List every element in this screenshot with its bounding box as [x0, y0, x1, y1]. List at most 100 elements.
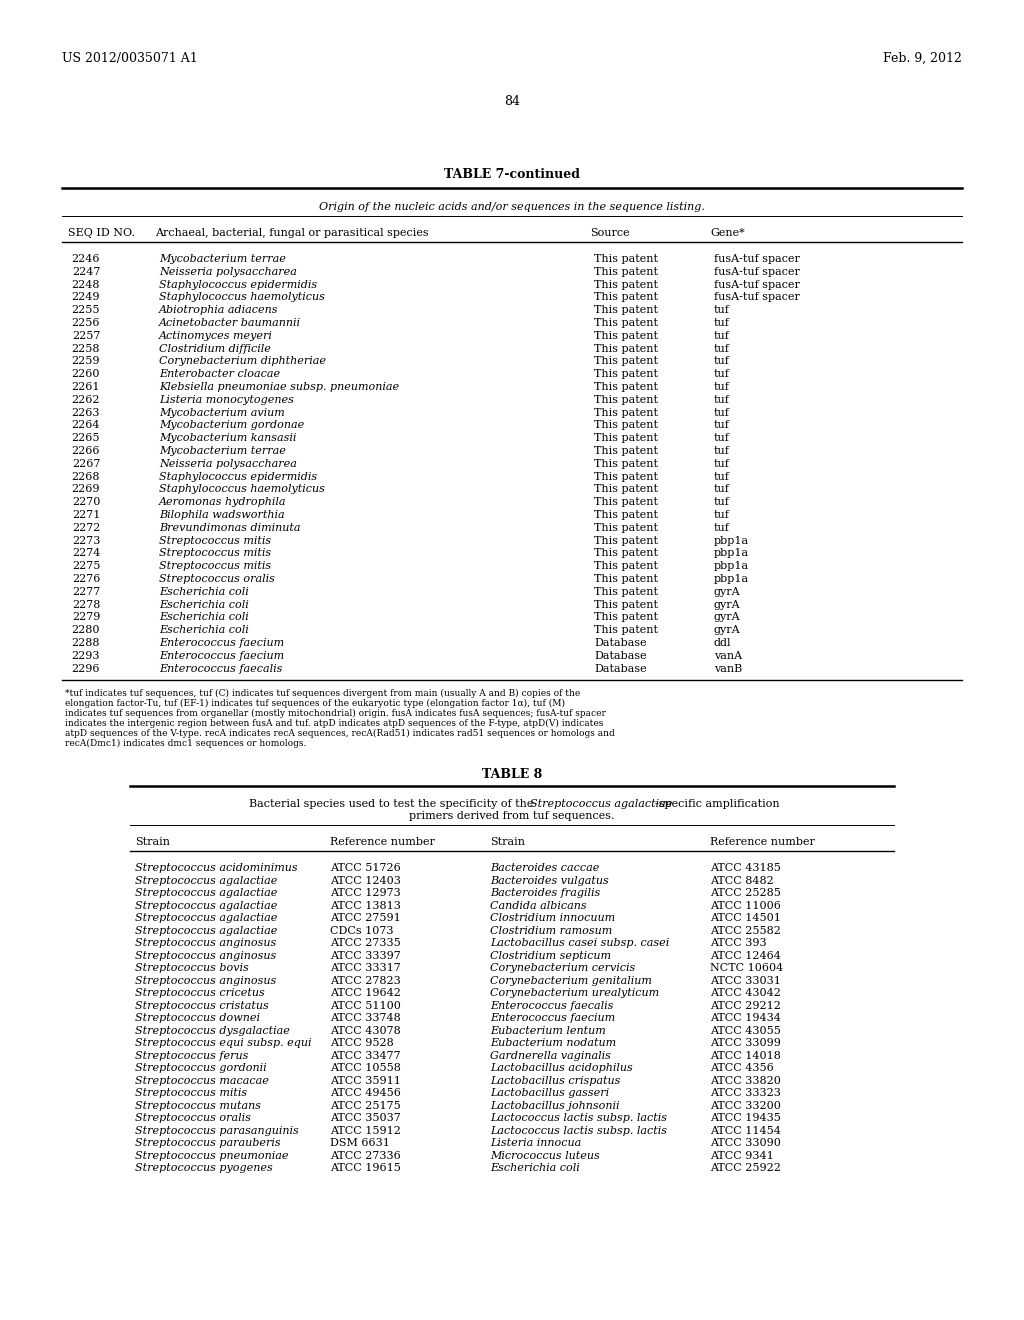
Text: ATCC 33323: ATCC 33323: [710, 1089, 781, 1098]
Text: Staphylococcus epidermidis: Staphylococcus epidermidis: [159, 471, 317, 482]
Text: ATCC 19434: ATCC 19434: [710, 1014, 781, 1023]
Text: Streptococcus agalactiae: Streptococcus agalactiae: [135, 913, 278, 924]
Text: pbp1a: pbp1a: [714, 548, 750, 558]
Text: This patent: This patent: [594, 446, 658, 455]
Text: Escherichia coli: Escherichia coli: [159, 599, 249, 610]
Text: Streptococcus pyogenes: Streptococcus pyogenes: [135, 1163, 272, 1173]
Text: ATCC 25175: ATCC 25175: [330, 1101, 400, 1111]
Text: ATCC 33748: ATCC 33748: [330, 1014, 400, 1023]
Text: Candida albicans: Candida albicans: [490, 902, 587, 911]
Text: Mycobacterium avium: Mycobacterium avium: [159, 408, 285, 417]
Text: Micrococcus luteus: Micrococcus luteus: [490, 1151, 600, 1160]
Text: 2265: 2265: [72, 433, 100, 444]
Text: Clostridium septicum: Clostridium septicum: [490, 950, 611, 961]
Text: recA(Dmc1) indicates dmc1 sequences or homologs.: recA(Dmc1) indicates dmc1 sequences or h…: [65, 738, 306, 747]
Text: tuf: tuf: [714, 318, 730, 327]
Text: This patent: This patent: [594, 548, 658, 558]
Text: tuf: tuf: [714, 331, 730, 341]
Text: Clostridium difficile: Clostridium difficile: [159, 343, 271, 354]
Text: ATCC 13813: ATCC 13813: [330, 902, 400, 911]
Text: Lactobacillus casei subsp. casei: Lactobacillus casei subsp. casei: [490, 939, 670, 948]
Text: *tuf indicates tuf sequences, tuf (C) indicates tuf sequences divergent from mai: *tuf indicates tuf sequences, tuf (C) in…: [65, 689, 581, 697]
Text: ATCC 12403: ATCC 12403: [330, 876, 400, 886]
Text: ATCC 51726: ATCC 51726: [330, 863, 400, 874]
Text: This patent: This patent: [594, 536, 658, 545]
Text: tuf: tuf: [714, 356, 730, 367]
Text: ATCC 14018: ATCC 14018: [710, 1051, 781, 1061]
Text: tuf: tuf: [714, 408, 730, 417]
Text: Clostridium ramosum: Clostridium ramosum: [490, 925, 612, 936]
Text: Bacteroides fragilis: Bacteroides fragilis: [490, 888, 600, 899]
Text: ATCC 33200: ATCC 33200: [710, 1101, 781, 1111]
Text: Lactococcus lactis subsp. lactis: Lactococcus lactis subsp. lactis: [490, 1126, 667, 1137]
Text: This patent: This patent: [594, 459, 658, 469]
Text: Streptococcus parasanguinis: Streptococcus parasanguinis: [135, 1126, 299, 1137]
Text: tuf: tuf: [714, 446, 730, 455]
Text: ATCC 49456: ATCC 49456: [330, 1089, 400, 1098]
Text: Abiotrophia adiacens: Abiotrophia adiacens: [159, 305, 279, 315]
Text: CDCs 1073: CDCs 1073: [330, 925, 393, 936]
Text: Escherichia coli: Escherichia coli: [159, 612, 249, 623]
Text: Corynebacterium urealyticum: Corynebacterium urealyticum: [490, 989, 659, 998]
Text: This patent: This patent: [594, 267, 658, 277]
Text: Lactobacillus crispatus: Lactobacillus crispatus: [490, 1076, 621, 1086]
Text: Streptococcus mitis: Streptococcus mitis: [159, 536, 271, 545]
Text: ATCC 43055: ATCC 43055: [710, 1026, 781, 1036]
Text: Streptococcus agalactiae: Streptococcus agalactiae: [135, 888, 278, 899]
Text: Streptococcus agalactiae: Streptococcus agalactiae: [530, 800, 673, 809]
Text: 2288: 2288: [72, 638, 100, 648]
Text: DSM 6631: DSM 6631: [330, 1138, 390, 1148]
Text: 2270: 2270: [72, 498, 100, 507]
Text: Staphylococcus epidermidis: Staphylococcus epidermidis: [159, 280, 317, 289]
Text: ATCC 14501: ATCC 14501: [710, 913, 781, 924]
Text: tuf: tuf: [714, 471, 730, 482]
Text: This patent: This patent: [594, 433, 658, 444]
Text: Streptococcus oralis: Streptococcus oralis: [135, 1113, 251, 1123]
Text: NCTC 10604: NCTC 10604: [710, 964, 783, 973]
Text: 2247: 2247: [72, 267, 100, 277]
Text: Streptococcus mitis: Streptococcus mitis: [135, 1089, 247, 1098]
Text: This patent: This patent: [594, 574, 658, 583]
Text: Streptococcus pneumoniae: Streptococcus pneumoniae: [135, 1151, 289, 1160]
Text: ATCC 33397: ATCC 33397: [330, 950, 400, 961]
Text: vanB: vanB: [714, 664, 742, 673]
Text: SEQ ID NO.: SEQ ID NO.: [68, 228, 135, 238]
Text: tuf: tuf: [714, 395, 730, 405]
Text: Streptococcus mutans: Streptococcus mutans: [135, 1101, 261, 1111]
Text: ATCC 33317: ATCC 33317: [330, 964, 400, 973]
Text: Streptococcus acidominimus: Streptococcus acidominimus: [135, 863, 298, 874]
Text: tuf: tuf: [714, 420, 730, 430]
Text: ATCC 33031: ATCC 33031: [710, 975, 781, 986]
Text: 2293: 2293: [72, 651, 100, 661]
Text: fusA-tuf spacer: fusA-tuf spacer: [714, 293, 800, 302]
Text: Database: Database: [594, 638, 646, 648]
Text: Archaeal, bacterial, fungal or parasitical species: Archaeal, bacterial, fungal or parasitic…: [155, 228, 429, 238]
Text: ATCC 12464: ATCC 12464: [710, 950, 781, 961]
Text: 2264: 2264: [72, 420, 100, 430]
Text: This patent: This patent: [594, 356, 658, 367]
Text: gyrA: gyrA: [714, 612, 740, 623]
Text: This patent: This patent: [594, 420, 658, 430]
Text: 2261: 2261: [72, 381, 100, 392]
Text: tuf: tuf: [714, 370, 730, 379]
Text: Corynebacterium diphtheriae: Corynebacterium diphtheriae: [159, 356, 326, 367]
Text: ATCC 11006: ATCC 11006: [710, 902, 781, 911]
Text: TABLE 7-continued: TABLE 7-continued: [444, 168, 580, 181]
Text: gyrA: gyrA: [714, 587, 740, 597]
Text: This patent: This patent: [594, 331, 658, 341]
Text: Mycobacterium terrae: Mycobacterium terrae: [159, 446, 286, 455]
Text: tuf: tuf: [714, 343, 730, 354]
Text: ATCC 51100: ATCC 51100: [330, 1001, 400, 1011]
Text: 2278: 2278: [72, 599, 100, 610]
Text: Streptococcus agalactiae: Streptococcus agalactiae: [135, 876, 278, 886]
Text: ATCC 27335: ATCC 27335: [330, 939, 400, 948]
Text: Streptococcus macacae: Streptococcus macacae: [135, 1076, 269, 1086]
Text: 2249: 2249: [72, 293, 100, 302]
Text: Listeria monocytogenes: Listeria monocytogenes: [159, 395, 294, 405]
Text: 2267: 2267: [72, 459, 100, 469]
Text: This patent: This patent: [594, 408, 658, 417]
Text: This patent: This patent: [594, 561, 658, 572]
Text: ATCC 9341: ATCC 9341: [710, 1151, 774, 1160]
Text: tuf: tuf: [714, 381, 730, 392]
Text: ATCC 27591: ATCC 27591: [330, 913, 400, 924]
